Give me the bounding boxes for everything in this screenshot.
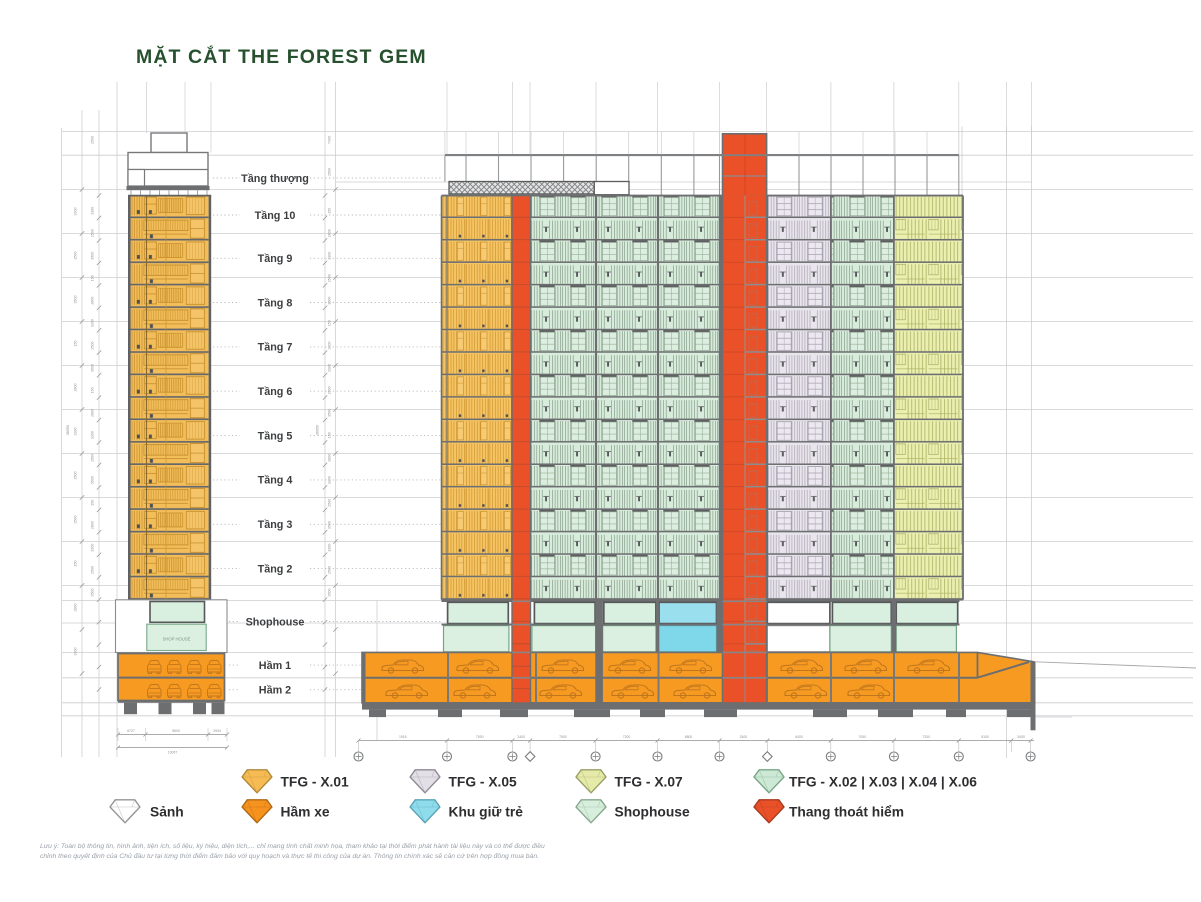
svg-text:2500: 2500 (74, 472, 78, 480)
svg-text:7500: 7500 (559, 735, 567, 739)
svg-text:9600: 9600 (172, 729, 180, 733)
svg-text:150: 150 (91, 387, 95, 393)
svg-text:3500: 3500 (328, 521, 332, 529)
svg-text:2400: 2400 (517, 735, 525, 739)
svg-text:2500: 2500 (91, 229, 95, 237)
svg-text:3500: 3500 (91, 589, 95, 597)
svg-text:7000: 7000 (859, 735, 867, 739)
svg-text:2500: 2500 (91, 342, 95, 350)
svg-text:2800: 2800 (328, 229, 332, 237)
svg-text:TFG - X.05: TFG - X.05 (449, 775, 518, 790)
svg-text:Tầng thượng: Tầng thượng (241, 173, 309, 185)
svg-text:3500: 3500 (91, 476, 95, 484)
svg-text:2500: 2500 (328, 274, 332, 282)
svg-text:2400: 2400 (740, 735, 748, 739)
svg-text:Hầm xe: Hầm xe (281, 805, 330, 820)
svg-text:5100: 5100 (981, 735, 989, 739)
svg-text:Sảnh: Sảnh (150, 805, 184, 820)
svg-text:2800: 2800 (91, 521, 95, 529)
svg-text:3400: 3400 (1017, 735, 1025, 739)
svg-text:3300: 3300 (74, 208, 78, 216)
svg-text:3300: 3300 (328, 544, 332, 552)
svg-text:1915: 1915 (399, 735, 407, 739)
svg-text:7500: 7500 (476, 735, 484, 739)
svg-text:Shophouse: Shophouse (246, 616, 305, 628)
svg-text:TFG - X.02 | X.03 | X.04 | X.0: TFG - X.02 | X.03 | X.04 | X.06 (789, 775, 977, 790)
svg-text:Tầng 10: Tầng 10 (255, 210, 296, 222)
svg-text:TFG - X.07: TFG - X.07 (615, 775, 684, 790)
svg-text:150: 150 (328, 208, 332, 214)
svg-text:Tầng 5: Tầng 5 (258, 430, 293, 442)
svg-text:3500: 3500 (328, 409, 332, 417)
svg-text:36050: 36050 (316, 425, 320, 436)
svg-text:2500: 2500 (91, 136, 95, 144)
svg-text:3500: 3500 (328, 589, 332, 597)
svg-text:chỉnh theo quyết định của Chủ: chỉnh theo quyết định của Chủ đầu tư tại… (40, 851, 539, 860)
svg-text:Thang thoát hiểm: Thang thoát hiểm (789, 805, 904, 820)
svg-text:2500: 2500 (74, 252, 78, 260)
svg-text:3500: 3500 (91, 252, 95, 260)
svg-text:TFG - X.01: TFG - X.01 (281, 775, 350, 790)
svg-text:2500: 2500 (91, 566, 95, 574)
svg-text:Tầng 6: Tầng 6 (258, 386, 293, 398)
svg-text:3500: 3500 (328, 297, 332, 305)
svg-text:Shophouse: Shophouse (615, 805, 690, 820)
svg-text:2800: 2800 (91, 297, 95, 305)
svg-text:150: 150 (328, 320, 332, 326)
svg-text:2500: 2500 (91, 454, 95, 462)
svg-text:150: 150 (74, 561, 78, 567)
svg-text:3300: 3300 (328, 364, 332, 372)
svg-text:6800: 6800 (685, 735, 693, 739)
svg-text:Tầng 8: Tầng 8 (258, 297, 293, 309)
svg-text:7200: 7200 (923, 735, 931, 739)
svg-text:3300: 3300 (91, 431, 95, 439)
svg-text:7200: 7200 (623, 735, 631, 739)
svg-text:2800: 2800 (91, 409, 95, 417)
svg-text:13067: 13067 (168, 751, 178, 755)
svg-text:MẶT CẮT THE FOREST GEM: MẶT CẮT THE FOREST GEM (136, 44, 427, 68)
svg-text:Lưu ý: Toàn bộ thông tin, hình: Lưu ý: Toàn bộ thông tin, hình ảnh, tiện… (40, 841, 545, 850)
svg-text:150: 150 (74, 341, 78, 347)
svg-text:Hầm 1: Hầm 1 (259, 660, 291, 672)
svg-text:Tầng 2: Tầng 2 (258, 563, 293, 575)
svg-text:Tầng 7: Tầng 7 (258, 342, 293, 354)
svg-text:2800: 2800 (328, 342, 332, 350)
svg-text:Tầng 4: Tầng 4 (258, 475, 293, 487)
svg-text:3300: 3300 (91, 544, 95, 552)
svg-text:7400: 7400 (328, 136, 332, 144)
svg-text:6400: 6400 (795, 735, 803, 739)
svg-text:2500: 2500 (328, 386, 332, 394)
svg-text:3500: 3500 (91, 364, 95, 372)
svg-text:2800: 2800 (74, 604, 78, 612)
svg-text:3500: 3500 (74, 296, 78, 304)
svg-text:2500: 2500 (328, 566, 332, 574)
svg-text:150: 150 (91, 500, 95, 506)
svg-text:Tầng 9: Tầng 9 (258, 253, 293, 265)
svg-text:3300: 3300 (91, 207, 95, 215)
svg-text:2500: 2500 (328, 499, 332, 507)
svg-text:36050: 36050 (66, 425, 70, 436)
svg-text:SHOP HOUSE: SHOP HOUSE (163, 637, 191, 642)
svg-text:Khu giữ trẻ: Khu giữ trẻ (449, 805, 524, 820)
svg-text:Tầng 3: Tầng 3 (258, 519, 293, 531)
svg-text:3300: 3300 (328, 252, 332, 260)
svg-text:2800: 2800 (74, 384, 78, 392)
svg-text:1500: 1500 (328, 168, 332, 176)
svg-text:150: 150 (91, 275, 95, 281)
svg-text:Hầm 2: Hầm 2 (259, 685, 291, 697)
svg-text:3500: 3500 (74, 516, 78, 524)
svg-text:2800: 2800 (328, 454, 332, 462)
svg-text:6727: 6727 (127, 729, 135, 733)
svg-text:3300: 3300 (74, 648, 78, 656)
svg-text:2934: 2934 (213, 729, 221, 733)
svg-text:3300: 3300 (91, 319, 95, 327)
svg-text:3300: 3300 (74, 428, 78, 436)
